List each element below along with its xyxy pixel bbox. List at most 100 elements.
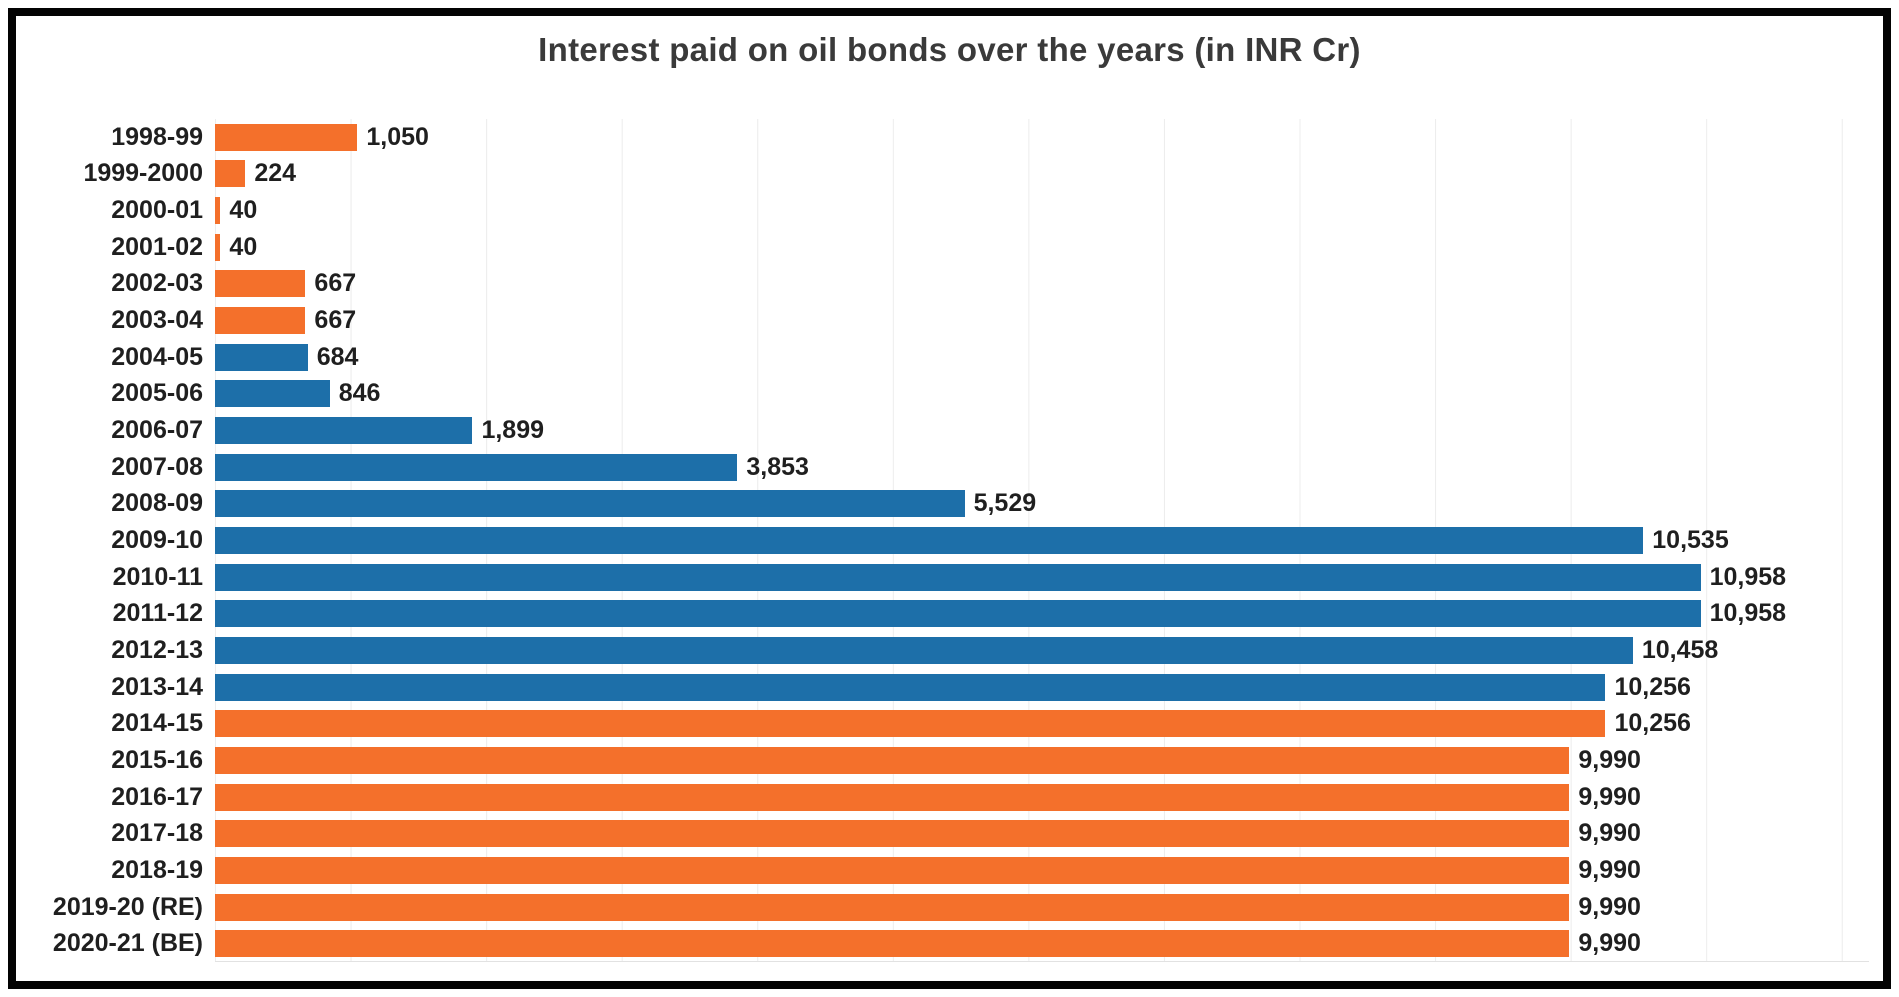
chart-row: 2013-14 10,256 [28, 669, 1869, 706]
category-label: 2003-04 [111, 306, 203, 335]
category-label: 2001-02 [111, 232, 203, 261]
chart-row: 2017-18 9,990 [28, 815, 1869, 852]
category-label: 2011-12 [112, 599, 203, 628]
chart-row: 2011-12 10,958 [28, 596, 1869, 633]
bar [215, 453, 738, 481]
plot-area: 5,529 [215, 486, 1869, 523]
value-label: 10,958 [1709, 599, 1787, 628]
chart-row: 2005-06 846 [28, 376, 1869, 413]
bar [215, 710, 1606, 738]
plot-area: 1,899 [215, 412, 1869, 449]
category-label: 2013-14 [111, 672, 203, 701]
category-label: 2018-19 [111, 855, 203, 884]
bar [215, 233, 221, 261]
bar [215, 746, 1570, 774]
value-label: 1,050 [366, 122, 429, 151]
chart-row: 2001-02 40 [28, 229, 1869, 266]
bar [215, 343, 308, 371]
bar [215, 160, 246, 188]
category-label: 1999-2000 [83, 159, 203, 188]
chart-row: 2014-15 10,256 [28, 706, 1869, 743]
value-label: 3,853 [746, 452, 809, 481]
category-label: 2005-06 [111, 379, 203, 408]
chart-title: Interest paid on oil bonds over the year… [538, 31, 1361, 68]
bar [215, 893, 1570, 921]
chart-row: 2006-07 1,899 [28, 412, 1869, 449]
plot-area: 684 [215, 339, 1869, 376]
plot-area: 10,458 [215, 632, 1869, 669]
plot-area: 10,535 [215, 522, 1869, 559]
category-label: 2012-13 [111, 636, 203, 665]
plot-area: 9,990 [215, 815, 1869, 852]
category-label: 2004-05 [111, 342, 203, 371]
bar [215, 197, 221, 225]
value-label: 9,990 [1578, 745, 1641, 774]
category-label: 2008-09 [111, 489, 203, 518]
plot-area: 40 [215, 229, 1869, 266]
chart-row: 2015-16 9,990 [28, 742, 1869, 779]
category-label: 2006-07 [111, 416, 203, 445]
bar [215, 307, 306, 335]
plot-area: 1,050 [215, 119, 1869, 156]
bar [215, 270, 306, 298]
chart-row: 2020-21 (BE) 9,990 [28, 925, 1869, 962]
value-label: 684 [316, 342, 359, 371]
plot-area: 846 [215, 376, 1869, 413]
chart-row: 2002-03 667 [28, 266, 1869, 303]
chart-row: 2009-10 10,535 [28, 522, 1869, 559]
chart-row: 2004-05 684 [28, 339, 1869, 376]
value-label: 9,990 [1578, 782, 1641, 811]
value-label: 40 [229, 232, 258, 261]
bar [215, 637, 1633, 665]
category-label: 2014-15 [111, 709, 203, 738]
category-label: 1998-99 [111, 122, 203, 151]
value-label: 5,529 [973, 489, 1037, 518]
value-label: 667 [314, 269, 357, 298]
plot-area: 10,958 [215, 596, 1869, 633]
plot-area: 9,990 [215, 925, 1869, 962]
category-label: 2007-08 [111, 452, 203, 481]
bar [215, 930, 1570, 958]
bar [215, 820, 1570, 848]
plot-area: 3,853 [215, 449, 1869, 486]
value-label: 9,990 [1578, 892, 1641, 921]
bar [215, 600, 1701, 628]
chart-row: 2000-01 40 [28, 192, 1869, 229]
chart-row: 2007-08 3,853 [28, 449, 1869, 486]
category-label: 2019-20 (RE) [52, 892, 203, 921]
plot-area: 10,256 [215, 706, 1869, 743]
bar [215, 490, 965, 518]
value-label: 1,899 [481, 416, 545, 445]
chart-row: 2008-09 5,529 [28, 486, 1869, 523]
plot-area: 667 [215, 302, 1869, 339]
value-label: 10,458 [1641, 636, 1719, 665]
plot-area: 667 [215, 266, 1869, 303]
category-label: 2020-21 (BE) [52, 929, 203, 958]
value-label: 9,990 [1578, 929, 1641, 958]
bar [215, 673, 1606, 701]
plot-area: 9,990 [215, 779, 1869, 816]
bar [215, 380, 330, 408]
plot-area: 10,958 [215, 559, 1869, 596]
category-label: 2002-03 [111, 269, 203, 298]
bar-chart: 1998-99 1,050 1999-2000 224 2000-01 40 2… [28, 119, 1869, 962]
value-label: 667 [314, 306, 357, 335]
chart-row: 2016-17 9,990 [28, 779, 1869, 816]
value-label: 10,256 [1614, 672, 1691, 701]
chart-row: 2010-11 10,958 [28, 559, 1869, 596]
value-label: 10,256 [1614, 709, 1691, 738]
bar [215, 527, 1644, 555]
value-label: 9,990 [1578, 855, 1641, 884]
value-label: 224 [254, 159, 297, 188]
chart-row: 2018-19 9,990 [28, 852, 1869, 889]
chart-row: 2003-04 667 [28, 302, 1869, 339]
chart-row: 2019-20 (RE) 9,990 [28, 889, 1869, 926]
category-label: 2000-01 [111, 196, 203, 225]
chart-row: 2012-13 10,458 [28, 632, 1869, 669]
value-label: 9,990 [1578, 819, 1641, 848]
plot-area: 224 [215, 156, 1869, 193]
plot-area: 9,990 [215, 742, 1869, 779]
chart-row: 1999-2000 224 [28, 156, 1869, 193]
bar [215, 417, 473, 445]
